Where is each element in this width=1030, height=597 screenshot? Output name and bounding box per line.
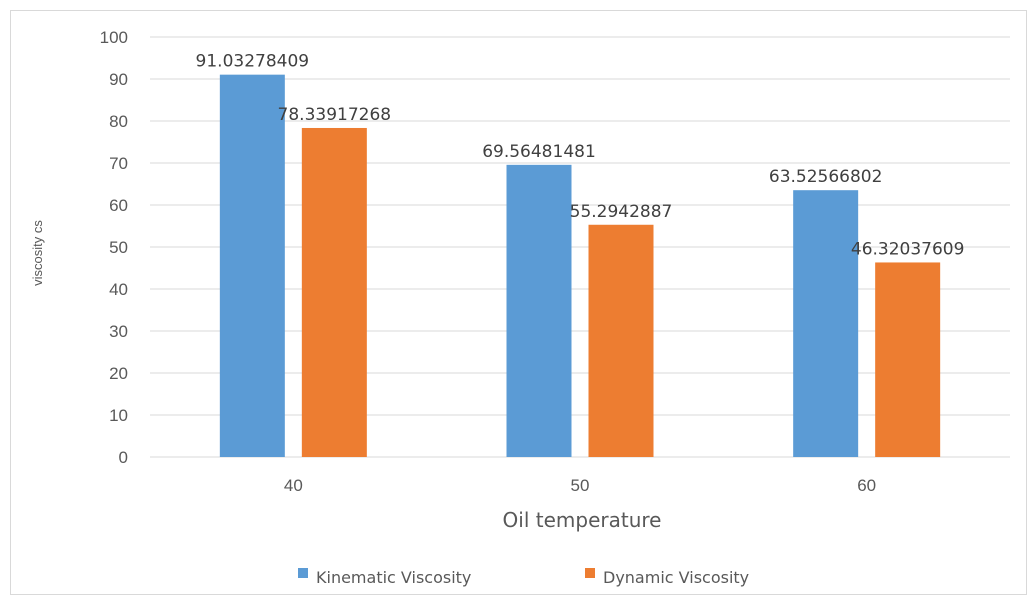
data-label: 46.32037609 xyxy=(851,239,965,259)
bar-kinematic-viscosity xyxy=(506,164,572,458)
y-tick-label: 80 xyxy=(109,112,128,131)
y-tick-label: 30 xyxy=(109,322,128,341)
x-tick-label: 40 xyxy=(284,476,303,495)
gridlines xyxy=(150,36,1010,458)
y-tick-label: 0 xyxy=(119,448,128,467)
y-tick-label: 100 xyxy=(100,28,128,47)
legend-swatch xyxy=(585,568,595,578)
data-label: 78.33917268 xyxy=(278,105,392,125)
x-axis-title: Oil temperature xyxy=(503,508,662,532)
y-axis-title: viscosity cs xyxy=(30,220,45,286)
legend-swatch xyxy=(298,568,308,578)
legend-label: Dynamic Viscosity xyxy=(603,568,749,587)
y-tick-label: 10 xyxy=(109,406,128,425)
x-tick-label: 60 xyxy=(857,476,876,495)
y-tick-label: 60 xyxy=(109,196,128,215)
data-label: 55.2942887 xyxy=(570,202,673,222)
x-tick-label: 50 xyxy=(571,476,590,495)
y-tick-label: 50 xyxy=(109,238,128,257)
x-axis-ticks: 40 50 60 xyxy=(284,476,876,495)
bar-dynamic-viscosity xyxy=(875,262,941,457)
y-tick-label: 40 xyxy=(109,280,128,299)
bar-kinematic-viscosity xyxy=(219,74,285,458)
y-axis-ticks: 0 10 20 30 40 50 60 70 80 90 100 xyxy=(100,28,128,467)
legend: Kinematic Viscosity Dynamic Viscosity xyxy=(298,568,749,587)
data-label: 91.03278409 xyxy=(196,52,310,72)
bars xyxy=(219,74,941,458)
y-tick-label: 20 xyxy=(109,364,128,383)
data-label: 69.56481481 xyxy=(482,142,596,162)
data-labels: 91.03278409 78.33917268 69.56481481 55.2942… xyxy=(196,52,965,260)
bar-dynamic-viscosity xyxy=(588,224,654,457)
y-tick-label: 70 xyxy=(109,154,128,173)
bar-kinematic-viscosity xyxy=(793,190,859,457)
y-tick-label: 90 xyxy=(109,70,128,89)
legend-label: Kinematic Viscosity xyxy=(316,568,471,587)
bar-dynamic-viscosity xyxy=(301,127,367,458)
data-label: 63.52566802 xyxy=(769,167,883,187)
